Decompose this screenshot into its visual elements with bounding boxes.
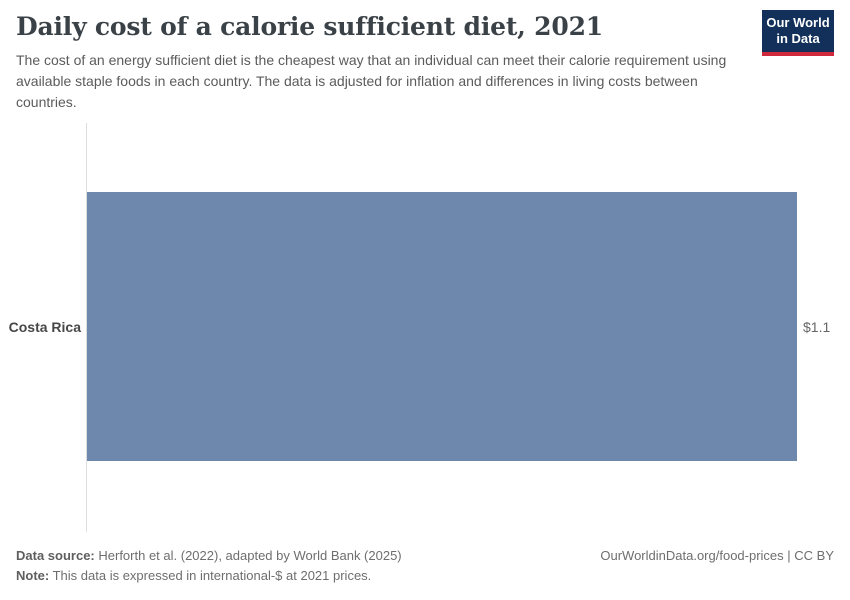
footer-attribution: Data source: Herforth et al. (2022), ada… [16, 546, 402, 586]
owid-logo-line1: Our World [766, 15, 830, 30]
chart-footer: Data source: Herforth et al. (2022), ada… [16, 546, 834, 586]
entity-label-costa-rica[interactable]: Costa Rica [8, 318, 81, 335]
bar-costa-rica[interactable] [87, 192, 797, 461]
y-axis-line [86, 123, 87, 532]
chart-header: Daily cost of a calorie sufficient diet,… [16, 10, 834, 113]
note-label: Note: [16, 568, 50, 583]
bar-value-label: $1.1 [803, 318, 831, 335]
note-line: Note: This data is expressed in internat… [16, 566, 402, 586]
license-text: OurWorldinData.org/food-prices | CC BY [600, 548, 834, 563]
data-source-text: Herforth et al. (2022), adapted by World… [98, 548, 402, 563]
bar-track [87, 192, 797, 461]
data-source-line: Data source: Herforth et al. (2022), ada… [16, 546, 402, 566]
note-text: This data is expressed in international-… [52, 568, 372, 583]
chart-subtitle: The cost of an energy sufficient diet is… [16, 52, 727, 110]
owid-logo-line2: in Data [776, 31, 820, 46]
page-title: Daily cost of a calorie sufficient diet,… [16, 12, 603, 41]
owid-logo[interactable]: Our World in Data [762, 10, 834, 56]
data-source-label: Data source: [16, 548, 95, 563]
footer-license[interactable]: OurWorldinData.org/food-prices | CC BY [600, 546, 834, 566]
